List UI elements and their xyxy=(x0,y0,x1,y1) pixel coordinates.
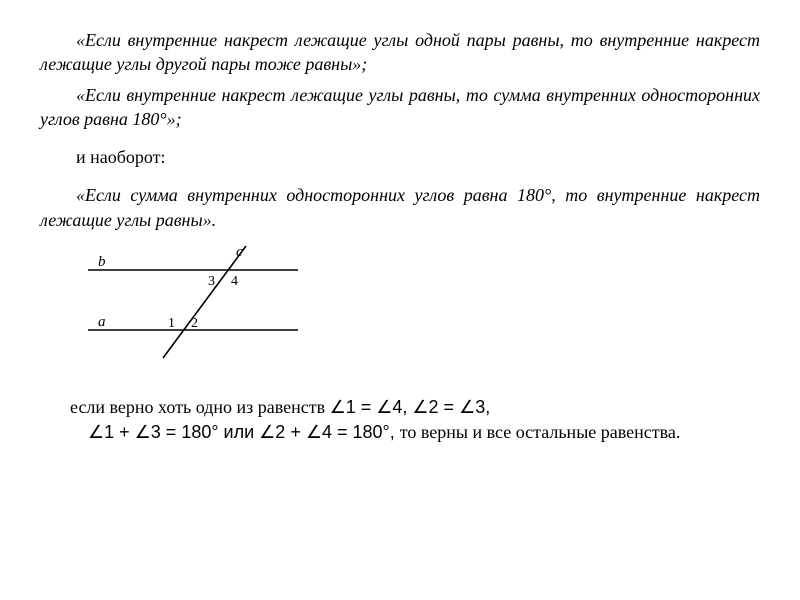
angle-2: 2 xyxy=(191,316,198,331)
page: «Если внутренние накрест лежащие углы од… xyxy=(0,0,800,483)
eq-4: ∠2 + ∠4 = 180°, xyxy=(259,422,400,442)
conclusion-suffix: то верны и все остальные равенства. xyxy=(400,422,681,442)
angle-4: 4 xyxy=(231,274,238,289)
angle-3: 3 xyxy=(208,274,215,289)
conclusion: если верно хоть одно из равенств ∠1 = ∠4… xyxy=(88,395,728,445)
eq-3: ∠1 + ∠3 = 180° или xyxy=(88,422,259,442)
eq-1: ∠1 = ∠4, xyxy=(330,397,413,417)
diagram-svg: b a c 3 4 1 2 xyxy=(68,240,328,370)
geometry-diagram: b a c 3 4 1 2 xyxy=(68,240,760,375)
label-a: a xyxy=(98,314,106,330)
angle-1: 1 xyxy=(168,316,175,331)
label-b: b xyxy=(98,254,106,270)
conclusion-prefix: если верно хоть одно из равенств xyxy=(70,397,330,417)
theorem-3: «Если сумма внутренних односторонних угл… xyxy=(40,183,760,232)
line-c xyxy=(163,246,246,358)
label-c: c xyxy=(236,244,243,260)
theorem-1: «Если внутренние накрест лежащие углы од… xyxy=(40,28,760,77)
eq-2: ∠2 = ∠3, xyxy=(412,397,490,417)
converse-label: и наоборот: xyxy=(40,145,760,169)
theorem-2: «Если внутренние накрест лежащие углы ра… xyxy=(40,83,760,132)
